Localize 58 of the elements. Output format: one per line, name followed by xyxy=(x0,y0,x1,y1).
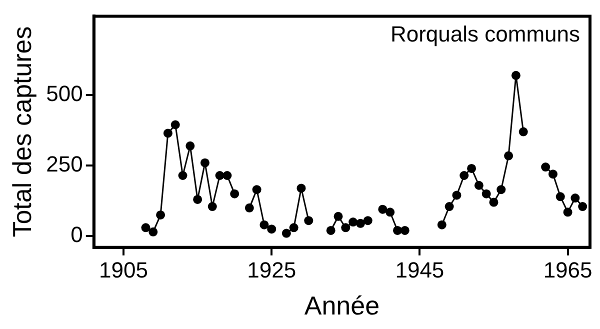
point xyxy=(467,164,476,173)
point xyxy=(289,223,298,232)
point xyxy=(208,202,217,212)
point xyxy=(282,228,291,238)
chart-title: Rorquals communs xyxy=(390,21,580,46)
y-axis-title: Total des captures xyxy=(6,26,37,238)
x-tick-label: 1925 xyxy=(247,258,296,283)
point xyxy=(496,185,506,194)
x-tick-label: 1905 xyxy=(99,258,148,283)
point xyxy=(578,202,588,212)
x-axis-title: Année xyxy=(304,290,380,321)
x-tick-label: 1945 xyxy=(395,258,444,283)
point xyxy=(200,158,210,168)
point xyxy=(252,185,262,194)
point xyxy=(163,128,172,138)
point xyxy=(482,189,491,198)
point xyxy=(148,227,158,236)
point xyxy=(170,120,180,130)
point xyxy=(363,216,372,226)
point xyxy=(356,218,365,228)
point xyxy=(444,202,454,212)
point xyxy=(378,204,388,214)
y-tick-label: 0 xyxy=(70,222,83,248)
point xyxy=(452,190,462,200)
point xyxy=(186,141,195,150)
point xyxy=(141,223,150,232)
point xyxy=(267,224,276,234)
point xyxy=(222,171,232,180)
point xyxy=(518,127,528,136)
x-tick-label: 1965 xyxy=(543,258,592,283)
point xyxy=(386,208,395,217)
point xyxy=(504,151,514,160)
y-tick-label: 500 xyxy=(46,81,83,106)
point xyxy=(570,194,580,203)
point xyxy=(244,203,254,212)
point xyxy=(437,220,446,230)
point xyxy=(400,226,410,235)
point xyxy=(334,212,343,221)
point xyxy=(326,226,336,235)
point xyxy=(460,171,469,180)
point xyxy=(156,210,166,220)
point xyxy=(348,218,358,227)
point xyxy=(563,208,572,217)
point xyxy=(541,162,550,172)
y-tick-label: 250 xyxy=(46,152,83,177)
point xyxy=(178,171,188,180)
point xyxy=(296,184,306,193)
point xyxy=(474,180,484,190)
point xyxy=(260,220,269,230)
point xyxy=(304,216,314,226)
point xyxy=(511,70,520,80)
point xyxy=(193,194,202,204)
point xyxy=(392,226,402,235)
point xyxy=(489,198,498,207)
point xyxy=(230,189,240,198)
point xyxy=(548,170,558,179)
point xyxy=(556,192,565,202)
point xyxy=(341,223,350,232)
